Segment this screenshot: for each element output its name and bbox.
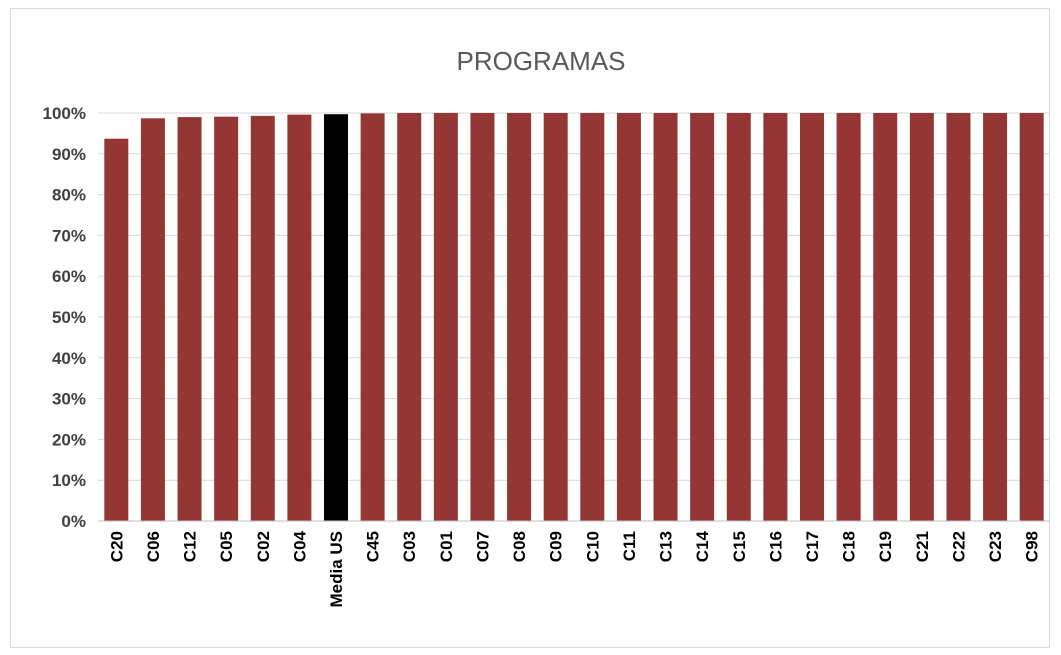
bar-c22 (946, 113, 971, 521)
x-category-label: C05 (217, 531, 236, 562)
y-tick-label: 10% (52, 471, 86, 490)
y-tick-label: 70% (52, 226, 86, 245)
x-category-label: C03 (400, 531, 419, 562)
x-category-label: C10 (583, 531, 602, 562)
bar-c02 (250, 115, 275, 521)
y-tick-label: 60% (52, 267, 86, 286)
bar-c03 (397, 113, 422, 521)
bar-c05 (214, 116, 239, 521)
y-tick-label: 20% (52, 430, 86, 449)
bar-c09 (543, 113, 568, 521)
x-category-label: C13 (657, 531, 676, 562)
bar-c13 (653, 113, 678, 521)
bar-c18 (836, 113, 861, 521)
bar-c21 (909, 113, 934, 521)
x-category-label: C98 (1023, 531, 1042, 562)
x-category-label: C19 (876, 531, 895, 562)
x-category-label: C02 (254, 531, 273, 562)
x-category-label: C18 (840, 531, 859, 562)
y-axis-ticks: 0% 10% 20% 30% 40% 50% 60% 70% 80% 90% 100% (43, 104, 86, 531)
x-category-label: C14 (693, 530, 712, 562)
x-category-label: C06 (144, 531, 163, 562)
x-category-label: C12 (181, 531, 200, 562)
bar-media-us (324, 114, 348, 521)
x-category-label: C11 (620, 531, 639, 561)
bar-c23 (983, 113, 1008, 521)
x-category-label: C17 (803, 531, 822, 562)
bars (104, 113, 1044, 522)
x-category-label: C45 (364, 531, 383, 562)
chart-title: PROGRAMAS (456, 46, 625, 76)
y-tick-label: 80% (52, 186, 86, 205)
bar-c07 (470, 113, 495, 521)
bar-c04 (287, 114, 312, 521)
bar-c98 (1019, 113, 1044, 521)
x-category-label: C01 (437, 531, 456, 562)
x-category-label: C21 (913, 531, 932, 562)
y-tick-label: 40% (52, 349, 86, 368)
bar-c12 (177, 117, 202, 521)
gridlines (98, 112, 1050, 522)
bar-c10 (580, 113, 605, 521)
x-category-label: C20 (107, 531, 126, 562)
bar-c06 (140, 118, 165, 521)
x-category-label: C08 (510, 531, 529, 562)
x-category-label: C15 (730, 531, 749, 562)
bar-c20 (104, 138, 129, 522)
bar-c08 (507, 113, 532, 521)
bar-c16 (763, 113, 788, 521)
bar-c19 (873, 113, 898, 521)
bar-c45 (360, 113, 385, 522)
x-category-label: C09 (547, 531, 566, 562)
x-category-label: Media US (327, 531, 346, 608)
x-category-label: C07 (473, 531, 492, 562)
y-tick-label: 90% (52, 145, 86, 164)
x-category-label: C23 (986, 531, 1005, 562)
bar-c14 (690, 113, 715, 521)
y-tick-label: 100% (43, 104, 86, 123)
bar-c15 (726, 113, 751, 521)
x-axis-categories: C20 C06 C12 C05 C02 C04 Media US C45 C03 C01 C07 C0… (107, 530, 1041, 607)
y-tick-label: 0% (61, 512, 86, 531)
x-category-label: C04 (290, 530, 309, 562)
y-tick-label: 30% (52, 390, 86, 409)
bar-c17 (800, 113, 824, 521)
bar-c11 (616, 113, 641, 521)
x-category-label: C22 (949, 531, 968, 562)
bar-c01 (433, 113, 458, 521)
x-category-label: C16 (766, 531, 785, 562)
y-tick-label: 50% (52, 308, 86, 327)
